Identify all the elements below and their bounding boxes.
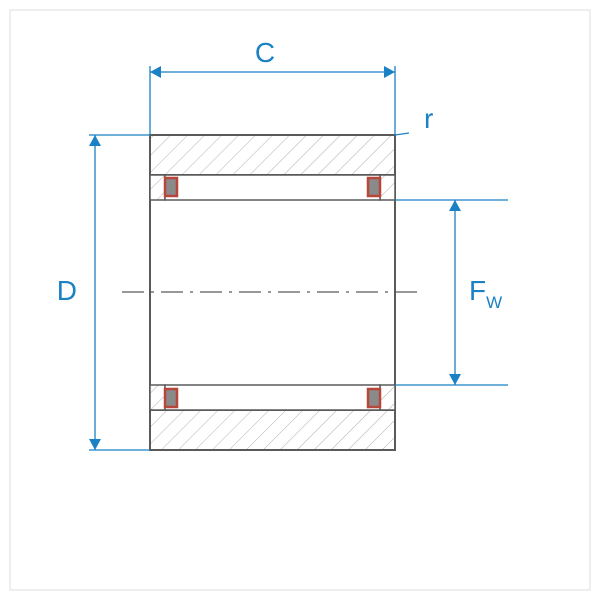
svg-text:r: r <box>424 103 433 134</box>
svg-text:D: D <box>57 275 77 306</box>
svg-text:FW: FW <box>469 275 502 312</box>
svg-text:C: C <box>255 37 275 68</box>
